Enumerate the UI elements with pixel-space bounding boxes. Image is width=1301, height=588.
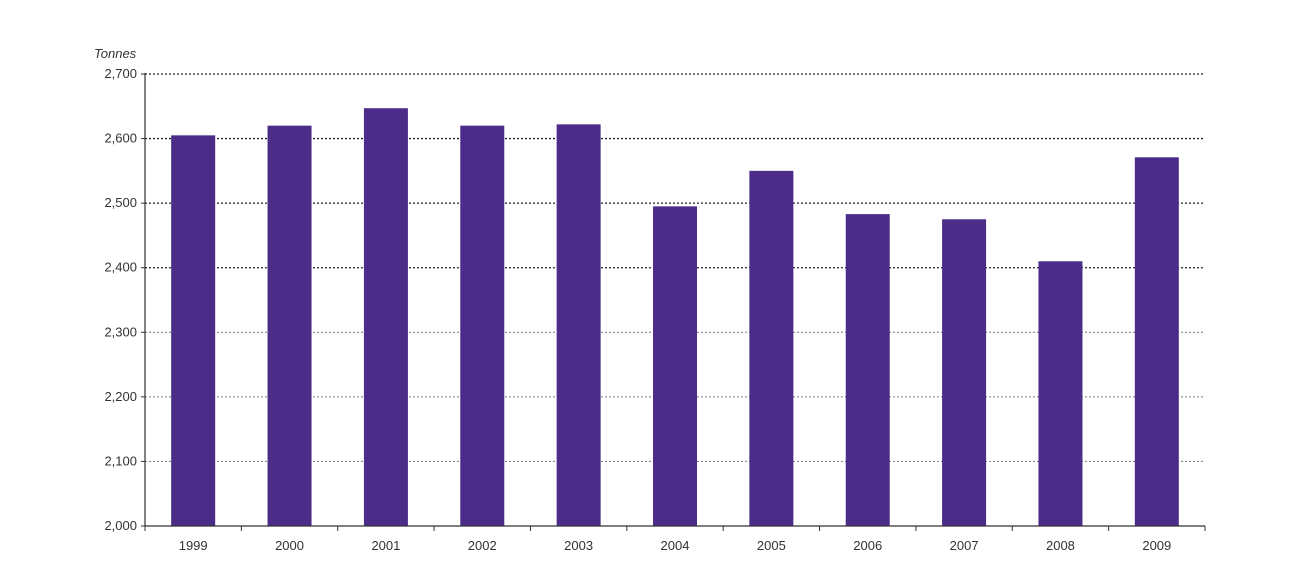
bar-2006 <box>845 214 890 526</box>
bar-2002 <box>460 125 505 527</box>
y-tick-label: 2,400 <box>104 260 137 275</box>
bar-1999 <box>171 135 216 527</box>
x-tick-label: 2006 <box>853 538 882 553</box>
axes <box>144 73 1206 531</box>
x-tick-label: 2003 <box>564 538 593 553</box>
x-tick-label: 2002 <box>468 538 497 553</box>
y-tick-label: 2,000 <box>104 518 137 533</box>
bar-2008 <box>1038 261 1083 526</box>
x-tick-label: 2005 <box>757 538 786 553</box>
x-tick-label: 2001 <box>371 538 400 553</box>
bar-2005 <box>749 170 794 526</box>
bar-2003 <box>556 124 601 526</box>
y-tick-label: 2,500 <box>104 195 137 210</box>
y-tick-label: 2,700 <box>104 66 137 81</box>
x-tick-label: 1999 <box>179 538 208 553</box>
y-tick-label: 2,200 <box>104 389 137 404</box>
x-tick-label: 2008 <box>1046 538 1075 553</box>
x-tick-label: 2000 <box>275 538 304 553</box>
x-tick-label: 2004 <box>661 538 690 553</box>
bar-2007 <box>942 219 987 527</box>
bar-2009 <box>1134 157 1179 526</box>
y-tick-label: 2,600 <box>104 131 137 146</box>
x-tick-label: 2007 <box>950 538 979 553</box>
bar-2004 <box>653 206 697 526</box>
bars <box>171 108 1179 527</box>
x-tick-labels: 1999 2000 2001 2002 2003 2004 2005 2006 2007 2008… <box>179 538 1172 553</box>
y-tick-label: 2,300 <box>104 324 137 339</box>
x-tick-label: 2009 <box>1142 538 1171 553</box>
bar-2001 <box>363 108 408 527</box>
y-tick-label: 2,100 <box>104 453 137 468</box>
bar-2000 <box>267 125 312 527</box>
y-tick-labels: 2,000 2,100 2,200 2,300 2,400 2,500 2,600 2,700 <box>104 66 137 533</box>
y-axis-unit-label: Tonnes <box>94 46 137 61</box>
